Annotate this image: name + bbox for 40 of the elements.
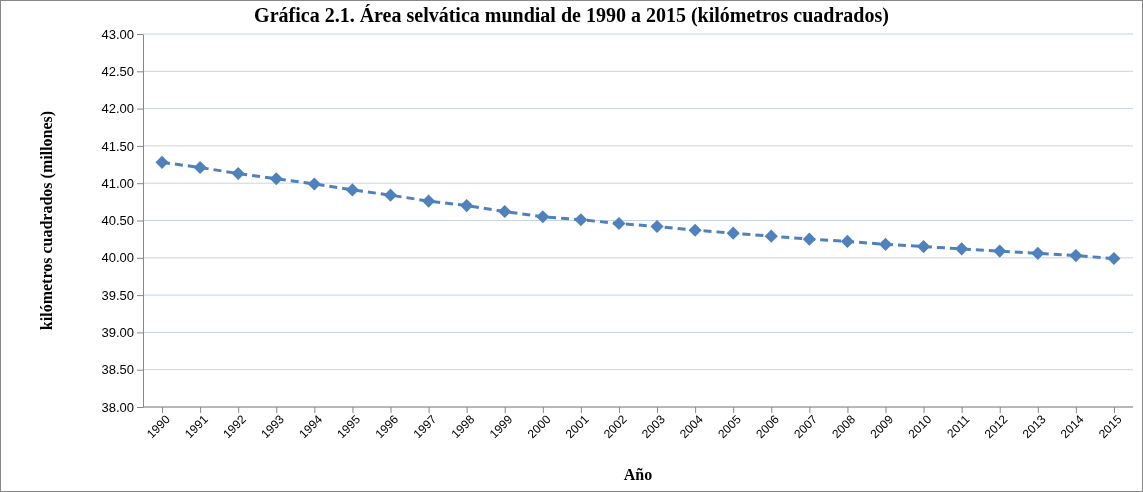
y-tick-label: 42.50 <box>101 63 134 79</box>
point <box>955 242 969 256</box>
point <box>993 244 1007 258</box>
point <box>764 229 778 243</box>
point <box>498 204 512 219</box>
y-tick-label: 38.00 <box>101 399 134 415</box>
point <box>460 199 474 213</box>
point <box>840 234 854 248</box>
y-tick-label: 41.50 <box>101 138 134 154</box>
point <box>1107 251 1121 266</box>
point <box>1031 246 1045 260</box>
point <box>383 188 398 202</box>
point <box>650 219 664 234</box>
x-axis-title: Año <box>623 466 653 483</box>
y-axis-title: kilómetros cuadrados (millones) <box>38 110 56 331</box>
y-tick-label: 40.50 <box>101 213 134 229</box>
point <box>688 223 702 237</box>
y-tick-label: 42.00 <box>101 101 134 117</box>
point <box>345 183 359 197</box>
point <box>422 194 436 208</box>
point <box>1069 248 1083 263</box>
point <box>612 216 626 231</box>
point <box>802 232 816 246</box>
point <box>917 240 931 254</box>
point <box>155 155 169 169</box>
point <box>307 177 321 191</box>
point <box>536 210 550 224</box>
point <box>193 160 207 175</box>
chart-title: Gráfica 2.1. Área selvática mundial de 1990 a 2015 (kilómetros cuadrados) <box>254 4 889 27</box>
point <box>269 172 283 186</box>
y-tick-label: 39.00 <box>101 325 134 341</box>
point <box>878 237 893 251</box>
point <box>574 213 588 227</box>
point <box>231 166 245 181</box>
y-tick-label: 40.00 <box>101 250 134 266</box>
y-tick-label: 43.00 <box>101 26 134 42</box>
y-tick-label: 38.50 <box>101 362 134 378</box>
point <box>726 226 740 240</box>
y-tick-label: 39.50 <box>101 287 134 303</box>
y-tick-label: 41.00 <box>101 175 134 191</box>
